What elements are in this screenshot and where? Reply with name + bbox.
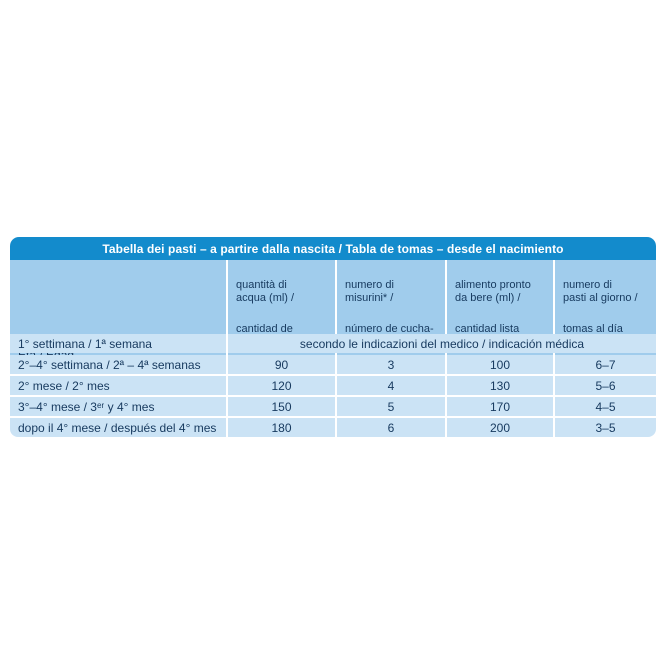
scoops-value: 4 [337, 376, 445, 395]
table-row-weeks2-4: 2°–4° settimana / 2ª – 4ª semanas 90 3 1… [10, 355, 656, 374]
ready-food-value: 200 [447, 418, 553, 437]
table-header-row: Età / Edad quantità di acqua (ml) / cant… [10, 260, 656, 367]
header-meals-it: numero di pasti al giorno / [563, 279, 638, 304]
ready-food-value: 170 [447, 397, 553, 416]
table-title-bar: Tabella dei pasti – a partire dalla nasc… [10, 237, 656, 260]
row-label: 1° settimana / 1ª semana [10, 334, 226, 353]
scoops-value: 6 [337, 418, 445, 437]
feeding-table: Tabella dei pasti – a partire dalla nasc… [10, 237, 656, 437]
row-label: 3°–4° mese / 3ᵉʳ y 4° mes [10, 397, 226, 416]
header-scoops-it: numero di misurini* / [345, 279, 394, 304]
meals-value: 4–5 [555, 397, 656, 416]
scoops-value: 5 [337, 397, 445, 416]
scoops-value: 3 [337, 355, 445, 374]
water-value: 150 [228, 397, 335, 416]
row-label: 2°–4° settimana / 2ª – 4ª semanas [10, 355, 226, 374]
table-row-months3-4: 3°–4° mese / 3ᵉʳ y 4° mes 150 5 170 4–5 [10, 397, 656, 416]
header-meals-es: tomas al día [563, 323, 623, 335]
table-title: Tabella dei pasti – a partire dalla nasc… [102, 241, 564, 256]
meals-value: 6–7 [555, 355, 656, 374]
water-value: 180 [228, 418, 335, 437]
water-value: 90 [228, 355, 335, 374]
row-label: 2° mese / 2° mes [10, 376, 226, 395]
water-value: 120 [228, 376, 335, 395]
table-row-week1: 1° settimana / 1ª semana secondo le indi… [10, 334, 656, 353]
ready-food-value: 130 [447, 376, 553, 395]
medical-indication-cell: secondo le indicazioni del medico / indi… [228, 334, 656, 353]
header-water-it: quantità di acqua (ml) / [236, 279, 295, 304]
meals-value: 3–5 [555, 418, 656, 437]
table-body: 1° settimana / 1ª semana secondo le indi… [10, 334, 656, 437]
header-ready-food-it: alimento pronto da bere (ml) / [455, 279, 531, 304]
meals-value: 5–6 [555, 376, 656, 395]
table-row-month2: 2° mese / 2° mes 120 4 130 5–6 [10, 376, 656, 395]
table-row-after-month4: dopo il 4° mese / después del 4° mes 180… [10, 418, 656, 437]
row-label: dopo il 4° mese / después del 4° mes [10, 418, 226, 437]
ready-food-value: 100 [447, 355, 553, 374]
